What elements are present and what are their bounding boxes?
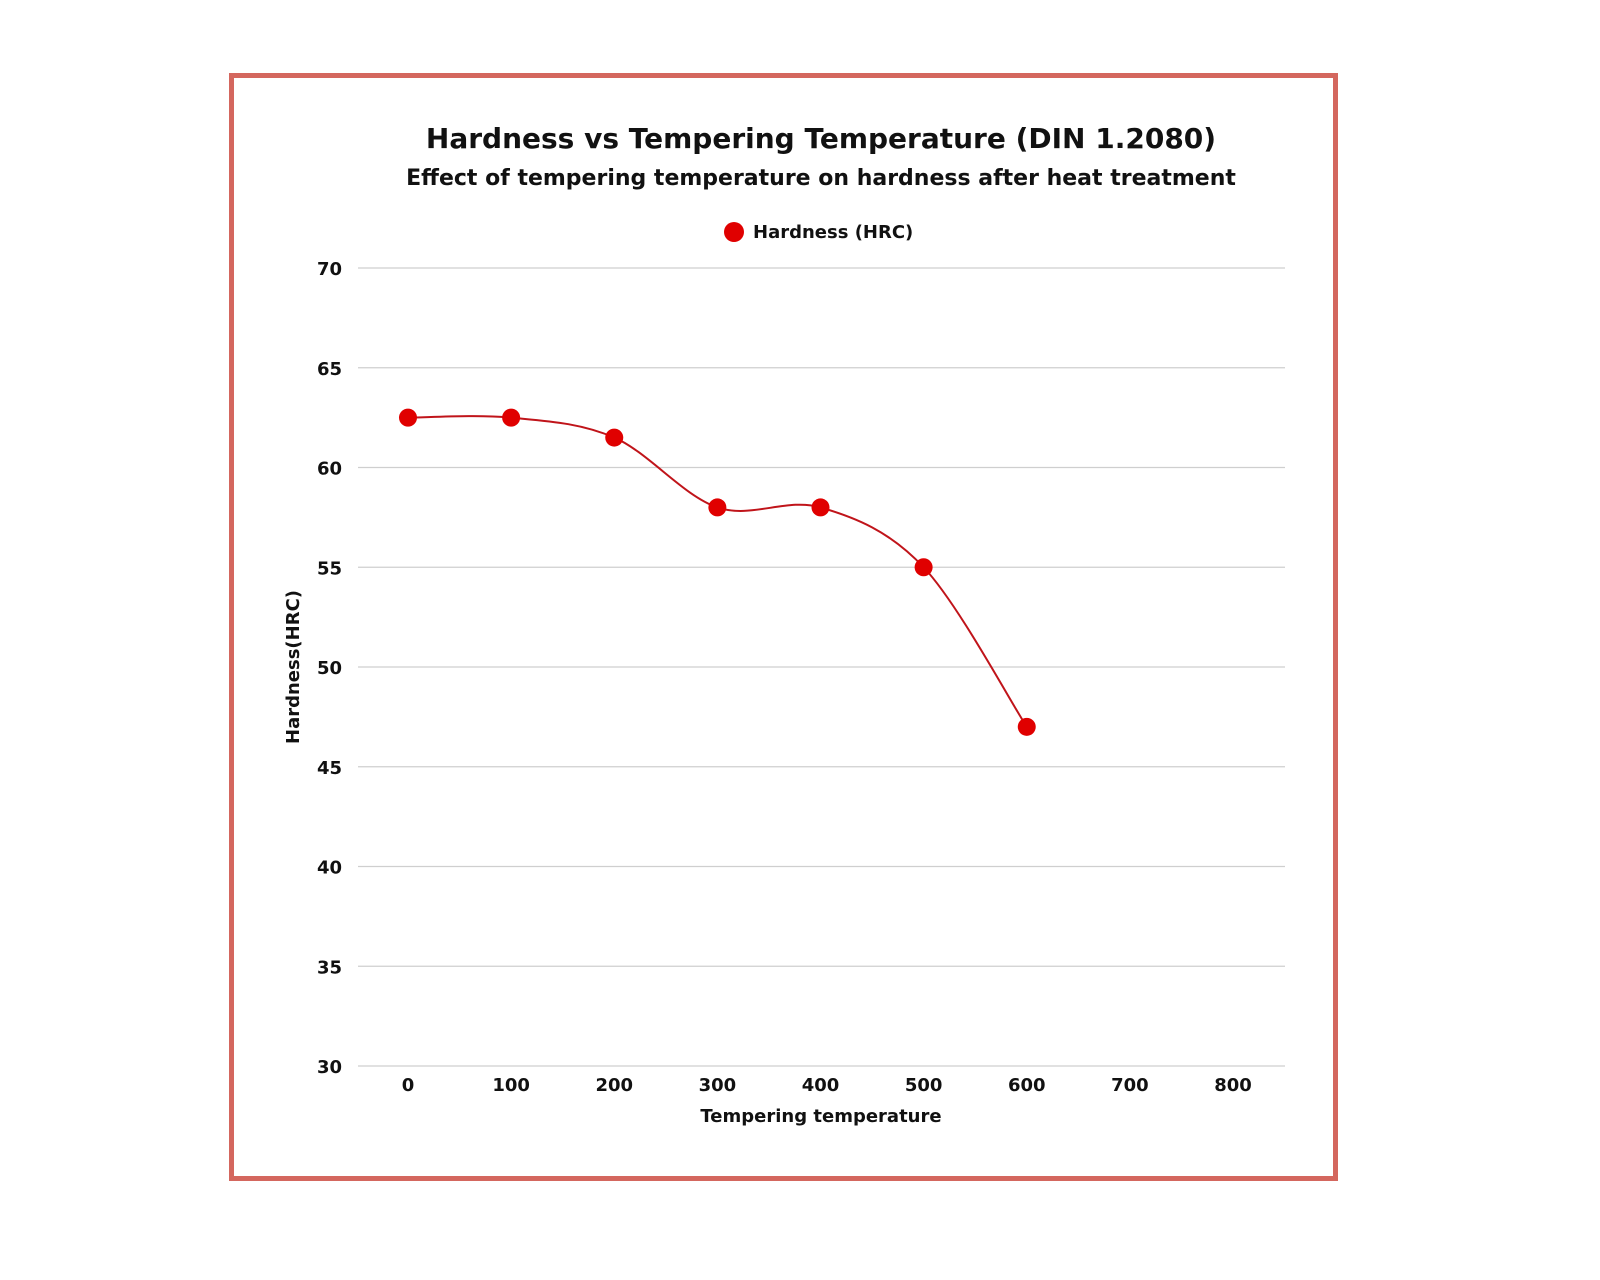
chart-title: Hardness vs Tempering Temperature (DIN 1… bbox=[426, 122, 1216, 155]
chart-frame bbox=[229, 73, 1338, 1181]
x-tick-label: 600 bbox=[1008, 1075, 1046, 1096]
x-tick-label: 0 bbox=[402, 1075, 415, 1096]
y-tick-label: 35 bbox=[317, 957, 342, 978]
data-point bbox=[708, 498, 727, 517]
y-tick-label: 55 bbox=[317, 558, 342, 579]
y-tick-label: 70 bbox=[317, 259, 342, 280]
x-axis-label: Tempering temperature bbox=[700, 1106, 941, 1127]
legend-label: Hardness (HRC) bbox=[753, 222, 913, 243]
x-tick-label: 200 bbox=[595, 1075, 633, 1096]
y-tick-label: 30 bbox=[317, 1057, 342, 1078]
y-tick-label: 40 bbox=[317, 858, 342, 879]
legend: Hardness (HRC) bbox=[724, 222, 913, 243]
data-point bbox=[605, 428, 624, 447]
data-point bbox=[399, 408, 417, 427]
y-tick-label: 60 bbox=[317, 459, 342, 480]
data-point bbox=[502, 408, 521, 427]
x-tick-label: 100 bbox=[492, 1075, 530, 1096]
chart-subtitle: Effect of tempering temperature on hardn… bbox=[406, 166, 1236, 191]
data-point bbox=[914, 558, 933, 577]
y-tick-label: 65 bbox=[317, 359, 342, 380]
data-point bbox=[811, 498, 830, 517]
y-axis-label: Hardness(HRC) bbox=[283, 590, 304, 744]
x-tick-label: 700 bbox=[1111, 1075, 1149, 1096]
x-tick-label: 400 bbox=[802, 1075, 840, 1096]
y-tick-label: 45 bbox=[317, 758, 342, 779]
series-line bbox=[407, 415, 1028, 728]
legend-marker bbox=[724, 222, 744, 242]
x-tick-label: 300 bbox=[699, 1075, 737, 1096]
x-tick-label: 500 bbox=[905, 1075, 943, 1096]
x-tick-label: 800 bbox=[1214, 1075, 1252, 1096]
data-point bbox=[1017, 717, 1036, 736]
y-tick-label: 50 bbox=[317, 658, 342, 679]
